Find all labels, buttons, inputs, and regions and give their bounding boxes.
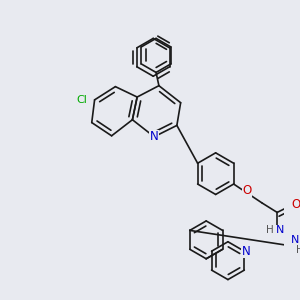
Polygon shape xyxy=(141,38,171,72)
Polygon shape xyxy=(198,153,234,194)
Text: N: N xyxy=(242,245,250,258)
Text: N: N xyxy=(276,225,284,236)
Text: N: N xyxy=(291,235,299,245)
Text: Cl: Cl xyxy=(76,95,87,105)
Polygon shape xyxy=(190,221,223,259)
Text: N: N xyxy=(150,130,158,143)
Text: H: H xyxy=(296,245,300,255)
Text: O: O xyxy=(292,198,300,212)
Polygon shape xyxy=(137,38,170,76)
Polygon shape xyxy=(92,87,137,136)
Polygon shape xyxy=(132,86,181,137)
Text: O: O xyxy=(242,184,251,197)
Text: H: H xyxy=(266,225,274,236)
Polygon shape xyxy=(212,242,244,280)
